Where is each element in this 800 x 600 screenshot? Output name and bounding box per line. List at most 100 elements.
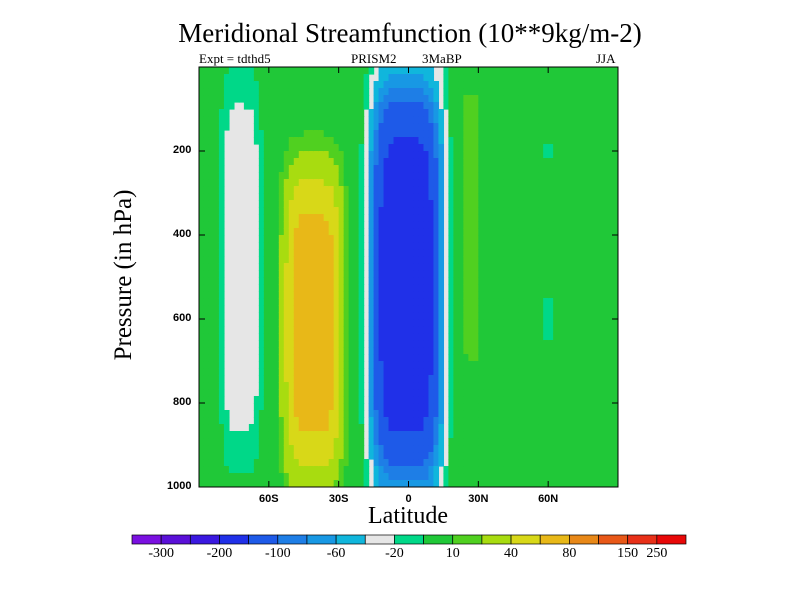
contour-cell: [488, 284, 494, 292]
contour-cell: [558, 102, 564, 110]
contour-cell: [473, 270, 479, 278]
contour-cell: [538, 200, 544, 208]
contour-cell: [573, 158, 579, 166]
contour-cell: [393, 438, 400, 446]
contour-cell: [603, 109, 609, 117]
contour-cell: [503, 452, 509, 460]
contour-cell: [388, 186, 395, 194]
contour-cell: [528, 242, 534, 250]
contour-cell: [478, 116, 484, 124]
contour-cell: [503, 431, 509, 439]
contour-cell: [488, 438, 494, 446]
contour-cell: [598, 158, 604, 166]
contour-cell: [488, 186, 494, 194]
contour-cell: [588, 270, 594, 278]
contour-cell: [488, 298, 494, 306]
contour-cell: [268, 242, 275, 250]
contour-cell: [578, 319, 584, 327]
contour-cell: [288, 193, 295, 201]
contour-cell: [543, 298, 549, 306]
contour-cell: [283, 417, 290, 425]
contour-cell: [503, 137, 509, 145]
contour-cell: [333, 214, 340, 222]
contour-cell: [203, 116, 210, 124]
contour-cell: [373, 459, 380, 467]
contour-cell: [263, 403, 270, 411]
contour-cell: [408, 172, 415, 180]
contour-cell: [328, 403, 335, 411]
contour-cell: [613, 312, 618, 320]
contour-cell: [378, 74, 385, 82]
colorbar-swatch: [364, 534, 395, 545]
contour-cell: [343, 403, 350, 411]
contour-cell: [578, 375, 584, 383]
contour-cell: [258, 263, 265, 271]
contour-cell: [568, 417, 574, 425]
contour-cell: [508, 207, 514, 215]
contour-cell: [558, 158, 564, 166]
contour-cell: [563, 74, 569, 82]
contour-cell: [438, 319, 445, 327]
contour-cell: [533, 298, 539, 306]
contour-cell: [263, 445, 270, 453]
contour-cell: [613, 375, 618, 383]
contour-cell: [463, 130, 469, 138]
contour-cell: [348, 326, 355, 334]
contour-cell: [398, 459, 405, 467]
contour-cell: [448, 123, 454, 131]
contour-cell: [378, 466, 385, 474]
contour-cell: [298, 116, 305, 124]
contour-cell: [593, 291, 599, 299]
contour-cell: [413, 368, 420, 376]
contour-cell: [598, 417, 604, 425]
contour-cell: [458, 67, 464, 75]
contour-cell: [418, 396, 425, 404]
contour-cell: [488, 452, 494, 460]
contour-cell: [473, 214, 479, 222]
contour-cell: [348, 368, 355, 376]
contour-cell: [373, 396, 380, 404]
contour-cell: [593, 270, 599, 278]
contour-cell: [528, 256, 534, 264]
contour-cell: [458, 158, 464, 166]
contour-cell: [543, 228, 549, 236]
contour-cell: [488, 291, 494, 299]
contour-cell: [348, 431, 355, 439]
contour-cell: [523, 109, 529, 117]
contour-cell: [313, 466, 320, 474]
contour-cell: [458, 81, 464, 89]
contour-cell: [473, 382, 479, 390]
contour-cell: [433, 151, 440, 159]
contour-cell: [493, 81, 499, 89]
contour-cell: [573, 361, 579, 369]
contour-cell: [338, 284, 345, 292]
contour-cell: [338, 312, 345, 320]
contour-cell: [203, 284, 210, 292]
contour-cell: [498, 116, 504, 124]
contour-cell: [313, 431, 320, 439]
contour-cell: [448, 256, 454, 264]
contour-cell: [503, 109, 509, 117]
contour-cell: [283, 88, 290, 96]
contour-cell: [203, 312, 210, 320]
contour-cell: [413, 207, 420, 215]
contour-cell: [518, 172, 524, 180]
contour-cell: [528, 249, 534, 257]
contour-cell: [328, 186, 335, 194]
contour-cell: [383, 298, 390, 306]
contour-cell: [473, 291, 479, 299]
contour-cell: [353, 417, 360, 425]
contour-cell: [448, 312, 454, 320]
contour-cell: [448, 109, 454, 117]
contour-cell: [373, 81, 380, 89]
contour-cell: [308, 179, 315, 187]
contour-cell: [513, 109, 519, 117]
contour-cell: [208, 256, 215, 264]
contour-cell: [528, 333, 534, 341]
contour-cell: [543, 158, 549, 166]
contour-cell: [418, 459, 425, 467]
contour-cell: [433, 123, 440, 131]
model-label: PRISM2: [351, 51, 397, 66]
contour-cell: [413, 403, 420, 411]
contour-cell: [503, 116, 509, 124]
